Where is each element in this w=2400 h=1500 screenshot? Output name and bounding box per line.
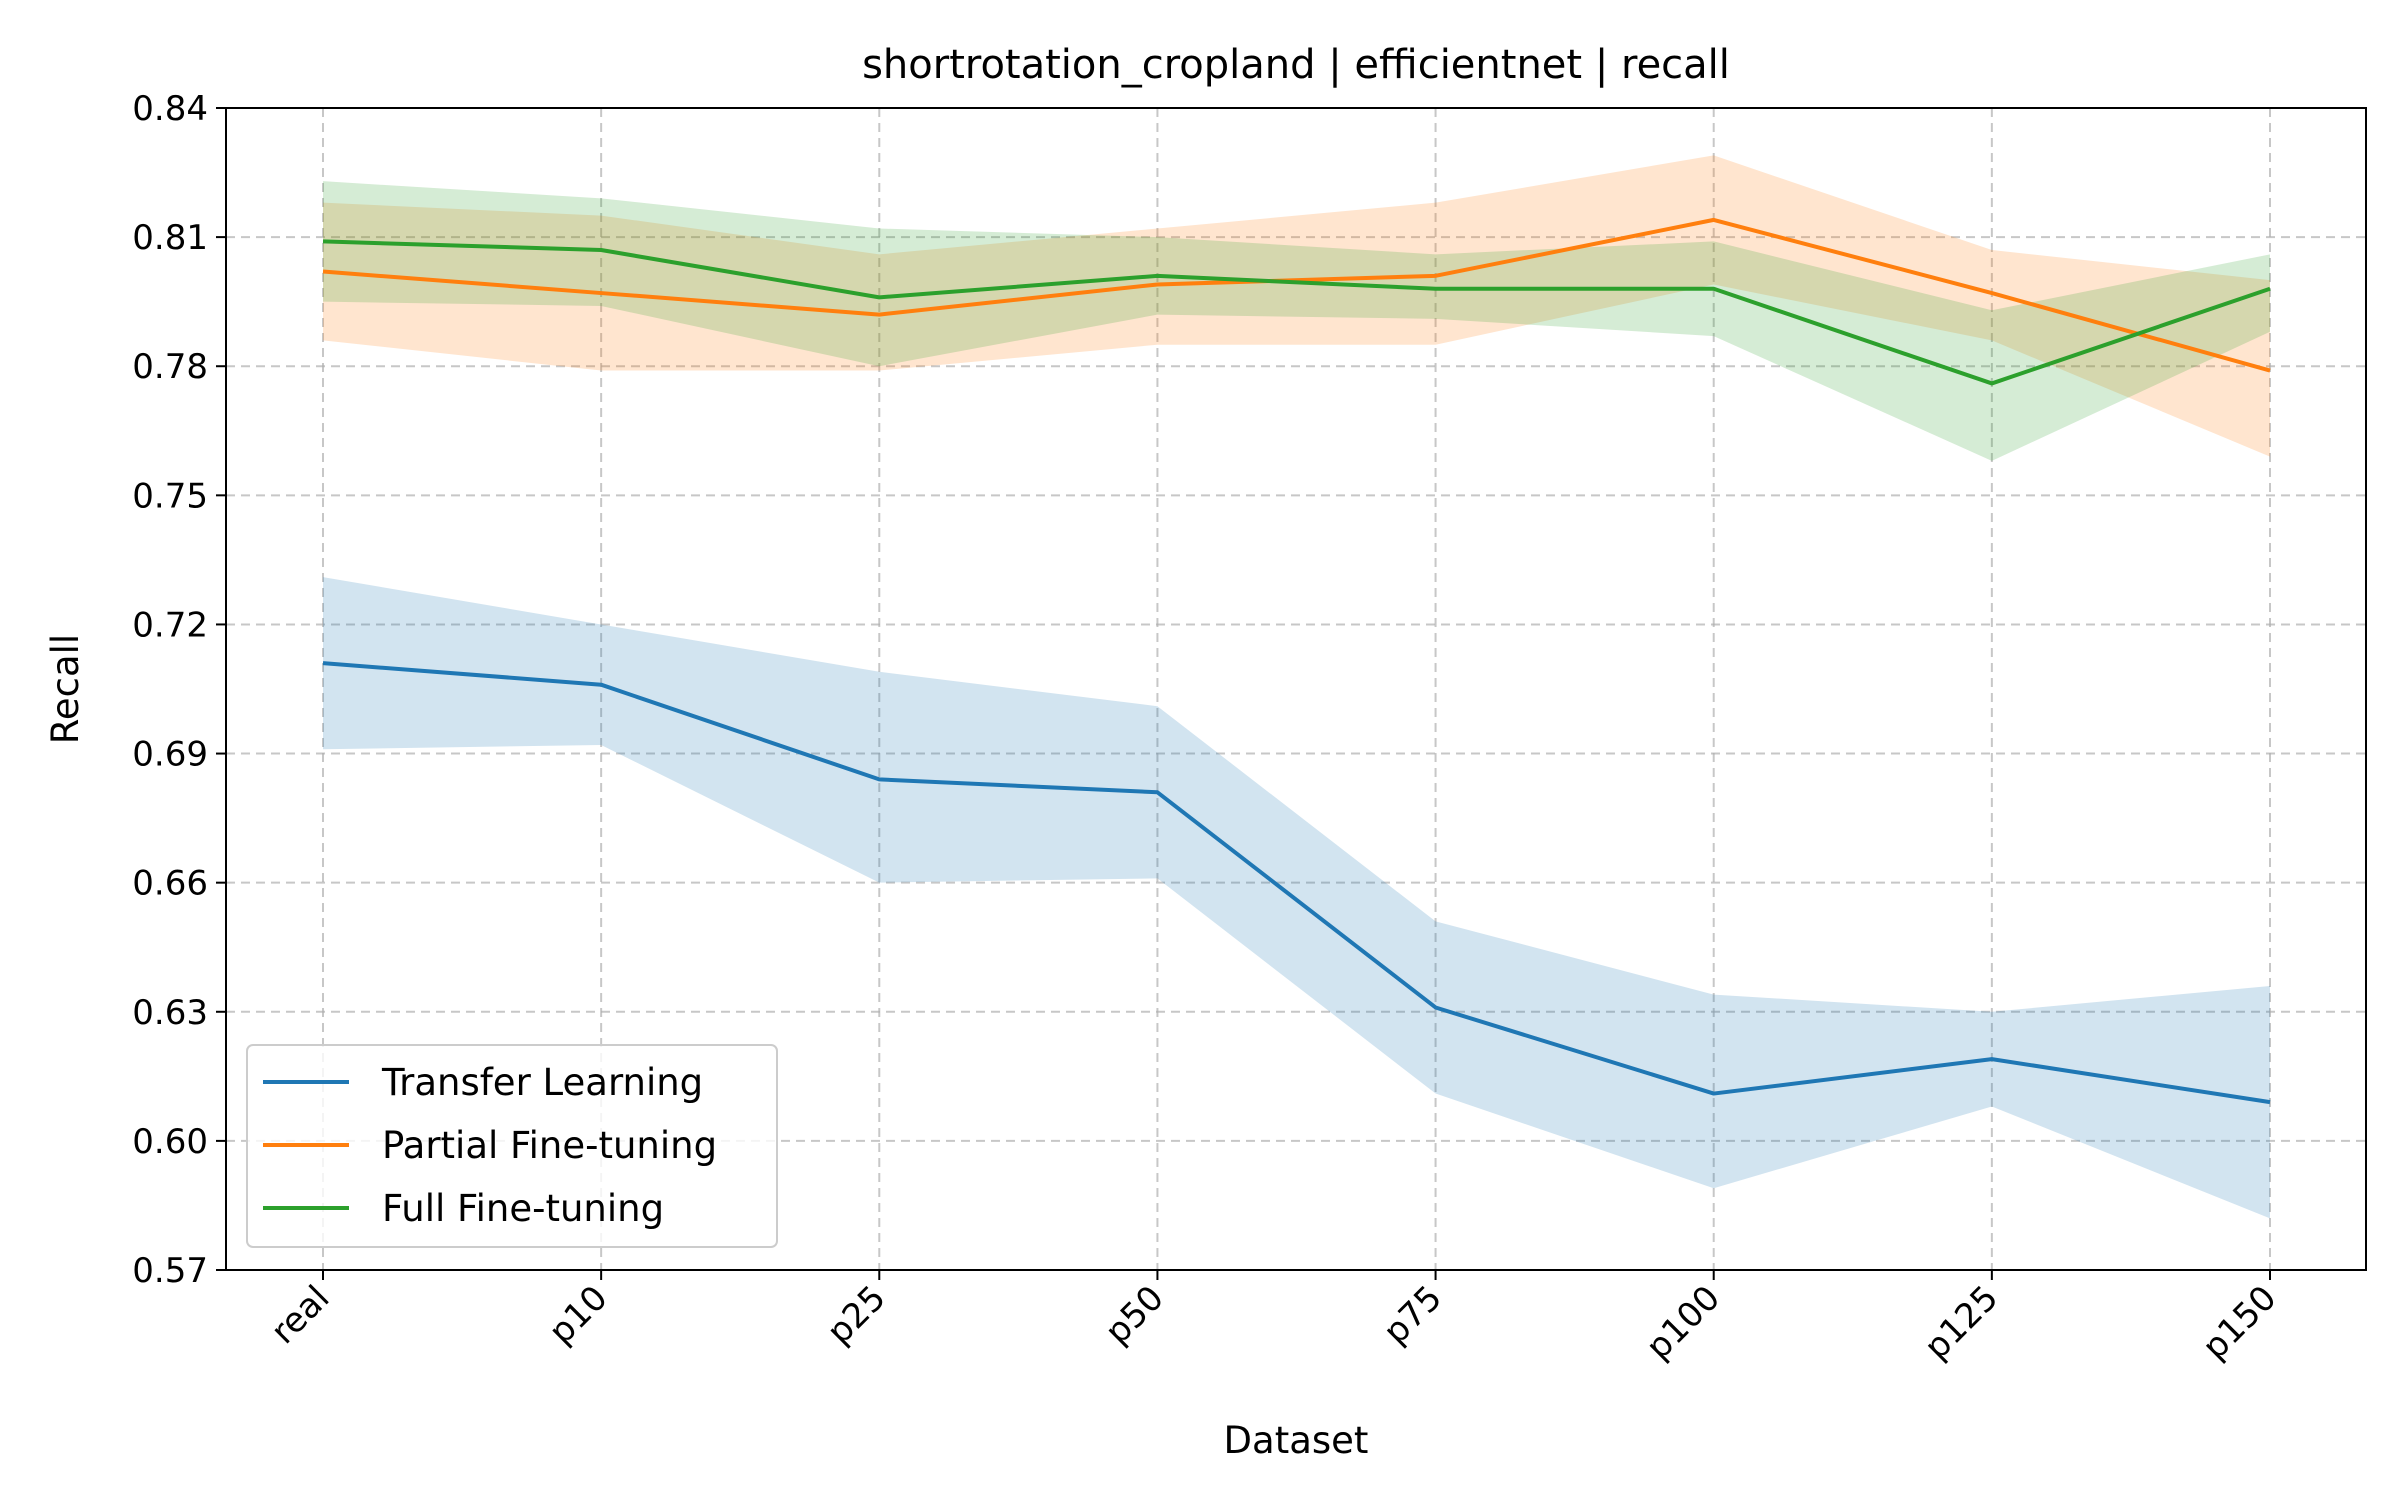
y-tick-label: 0.69 bbox=[132, 735, 208, 775]
y-tick-label: 0.81 bbox=[132, 218, 208, 258]
y-tick-label: 0.72 bbox=[132, 605, 208, 645]
y-tick-label: 0.60 bbox=[132, 1122, 208, 1162]
x-axis-label: Dataset bbox=[1224, 1419, 1369, 1462]
series-line-1 bbox=[322, 217, 2271, 373]
y-axis-label: Recall bbox=[44, 634, 87, 744]
y-tick-label: 0.57 bbox=[132, 1251, 208, 1291]
legend-label: Transfer Learning bbox=[381, 1061, 703, 1104]
series-lines bbox=[322, 217, 2271, 1105]
y-tick-label: 0.63 bbox=[132, 993, 208, 1033]
chart-title: shortrotation_cropland | efficientnet | … bbox=[862, 42, 1730, 88]
legend-label: Partial Fine-tuning bbox=[382, 1124, 717, 1167]
confidence-band-2 bbox=[323, 181, 2270, 461]
legend-label: Full Fine-tuning bbox=[382, 1187, 664, 1230]
series-line-2 bbox=[322, 239, 2271, 386]
plot-frame bbox=[225, 107, 2367, 1271]
legend-box bbox=[246, 1044, 778, 1248]
confidence-band-1 bbox=[323, 155, 2270, 457]
legend: Transfer Learning Partial Fine-tuning Full… bbox=[246, 1044, 778, 1248]
y-tick-label: 0.78 bbox=[132, 347, 208, 387]
y-tick-label: 0.66 bbox=[132, 864, 208, 904]
series-line-0 bbox=[322, 661, 2271, 1105]
y-tick-label: 0.84 bbox=[132, 89, 208, 129]
y-tick-label: 0.75 bbox=[132, 476, 208, 516]
